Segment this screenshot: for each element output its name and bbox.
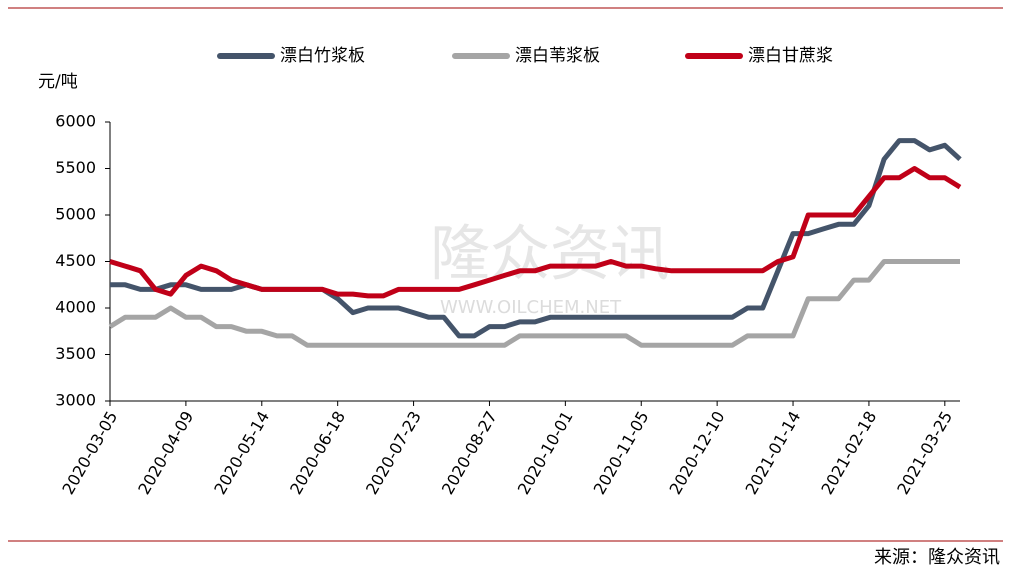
- y-axis-label: 元/吨: [38, 72, 78, 92]
- y-tick-label: 6000: [55, 112, 96, 131]
- watermark: 隆众资讯: [430, 220, 670, 290]
- legend-label: 漂白竹浆板: [280, 46, 365, 66]
- y-tick-label: 5000: [55, 205, 96, 224]
- x-tick-label: 2020-03-05: [58, 408, 121, 498]
- x-tick-label: 2020-07-23: [362, 408, 425, 498]
- x-tick-label: 2020-04-09: [134, 408, 197, 498]
- x-tick-label: 2021-03-25: [893, 408, 956, 498]
- x-tick-label: 2020-06-18: [286, 408, 349, 498]
- series-line: [109, 166, 962, 299]
- x-tick-label: 2020-10-01: [514, 408, 577, 498]
- y-tick-label: 5500: [55, 158, 96, 177]
- legend-label: 漂白甘蔗浆: [748, 46, 833, 66]
- y-tick-label: 4500: [55, 251, 96, 270]
- legend-label: 漂白苇浆板: [515, 46, 600, 66]
- x-tick-label: 2020-12-10: [666, 408, 729, 498]
- y-tick-label: 3500: [55, 344, 96, 363]
- y-tick-label: 4000: [55, 298, 96, 317]
- x-tick-label: 2021-02-18: [817, 408, 880, 498]
- x-tick-label: 2020-05-14: [210, 408, 273, 498]
- x-tick-label: 2021-01-14: [741, 408, 804, 498]
- source: 来源：隆众资讯: [874, 547, 1000, 568]
- watermark-url: WWW.OILCHEM.NET: [440, 297, 622, 318]
- series-line: [108, 259, 960, 348]
- x-tick-label: 2020-08-27: [438, 408, 501, 498]
- x-tick-label: 2020-11-05: [590, 408, 653, 498]
- y-tick-label: 3000: [55, 391, 96, 410]
